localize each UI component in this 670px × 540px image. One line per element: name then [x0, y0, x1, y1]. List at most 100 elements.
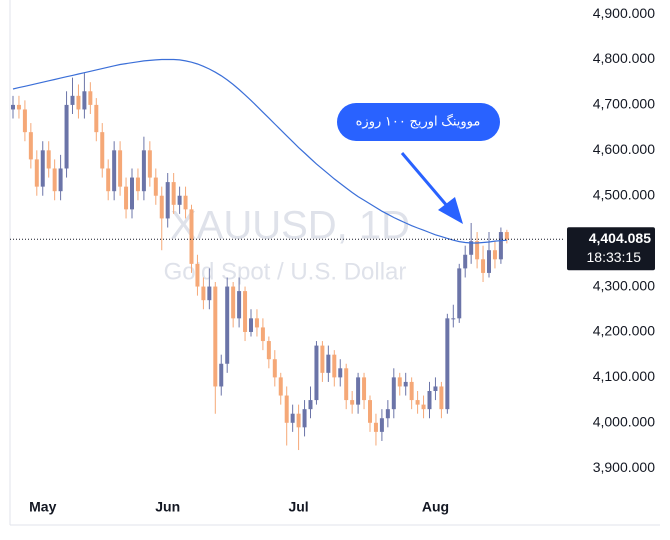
- candle-body: [409, 381, 414, 401]
- candle-body: [439, 386, 444, 410]
- y-tick-label: 3,900.000: [593, 459, 655, 475]
- candle-body: [415, 400, 420, 405]
- candle-body: [498, 232, 503, 260]
- candle-body: [201, 286, 206, 301]
- candle-body: [100, 132, 105, 169]
- candle-body: [427, 391, 432, 410]
- candle-body: [70, 95, 75, 105]
- candle-body: [356, 377, 361, 405]
- candle-body: [189, 209, 194, 264]
- candle-body: [350, 400, 355, 405]
- candle-body: [40, 150, 45, 187]
- candle-body: [445, 318, 450, 410]
- candle-body: [338, 368, 343, 378]
- candle-body: [296, 413, 301, 428]
- candle-body: [28, 132, 33, 160]
- candle-body: [391, 377, 396, 410]
- candle-body: [332, 354, 337, 378]
- annotation-arrow-head: [438, 197, 463, 224]
- candle-body: [457, 268, 462, 319]
- y-tick-label: 4,700.000: [593, 96, 655, 112]
- candle-body: [278, 377, 283, 396]
- candle-body: [302, 409, 307, 428]
- candle-body: [177, 195, 182, 205]
- candle-body: [451, 318, 456, 320]
- y-tick-label: 4,300.000: [593, 277, 655, 293]
- annotation: مووینگ اوریج ۱۰۰ روزه: [337, 103, 500, 224]
- y-tick-label: 4,800.000: [593, 50, 655, 66]
- candle-body: [326, 354, 331, 373]
- candle-body: [82, 91, 87, 110]
- candle-body: [284, 395, 289, 423]
- x-tick-label: Jul: [288, 499, 308, 515]
- candle-body: [433, 386, 438, 392]
- candle-body: [231, 286, 236, 319]
- candle-body: [492, 250, 497, 260]
- candle-body: [147, 150, 152, 178]
- candle-body: [320, 345, 325, 373]
- candle-body: [379, 418, 384, 432]
- y-tick-label: 4,600.000: [593, 141, 655, 157]
- candle-body: [76, 95, 81, 110]
- candle-body: [308, 400, 313, 410]
- candle-body: [11, 104, 15, 110]
- candle-body: [225, 286, 230, 364]
- candle-body: [118, 150, 123, 187]
- x-tick-label: Jun: [155, 499, 180, 515]
- candle-body: [34, 159, 39, 187]
- candle-body: [266, 341, 271, 360]
- candle-body: [469, 241, 474, 255]
- candle-body: [504, 232, 509, 240]
- candle-body: [463, 254, 468, 269]
- y-tick-label: 4,100.000: [593, 368, 655, 384]
- candle-body: [314, 345, 319, 401]
- candle-body: [195, 263, 200, 287]
- moving-average-line: [12, 58, 507, 244]
- candle-body: [52, 168, 57, 192]
- candle-body: [475, 241, 480, 260]
- y-tick-label: 4,900.000: [593, 5, 655, 21]
- candle-body: [94, 104, 99, 133]
- candle-body: [88, 91, 93, 105]
- candle-body: [124, 186, 129, 210]
- watermark-subtitle: Gold Spot / U.S. Dollar: [164, 258, 407, 285]
- annotation-text: مووینگ اوریج ۱۰۰ روزه: [356, 113, 481, 129]
- countdown: 18:33:15: [587, 249, 642, 265]
- candle-body: [385, 409, 390, 419]
- annotation-bubble: [337, 103, 500, 141]
- candle-body: [260, 327, 265, 342]
- candle-body: [135, 177, 140, 192]
- y-tick-label: 4,200.000: [593, 323, 655, 339]
- candle-body: [362, 377, 367, 401]
- candle-body: [106, 168, 111, 192]
- candle-body: [254, 318, 259, 328]
- y-tick-label: 4,000.000: [593, 413, 655, 429]
- candle-body: [153, 177, 158, 196]
- candle-body: [58, 168, 63, 192]
- candle-body: [183, 195, 188, 210]
- candle-body: [112, 150, 117, 192]
- last-price-label: 4,404.085: [589, 230, 651, 246]
- candle-body: [368, 400, 372, 423]
- plot-area: [11, 58, 509, 451]
- candle-body: [344, 368, 349, 401]
- y-tick-label: 4,500.000: [593, 186, 655, 202]
- candle-body: [207, 286, 212, 301]
- last-price-box: [567, 227, 655, 271]
- candle-body: [249, 318, 253, 332]
- candle-body: [481, 259, 486, 273]
- candle-body: [171, 182, 176, 205]
- candle-body: [272, 359, 277, 378]
- candle-body: [165, 182, 170, 219]
- candle-body: [397, 377, 402, 387]
- candle-body: [373, 422, 378, 432]
- candle-body: [141, 150, 146, 192]
- candle-body: [46, 150, 51, 169]
- candle-body: [243, 291, 248, 332]
- annotation-arrow: [400, 152, 450, 208]
- candle-body: [159, 195, 164, 219]
- candle-body: [130, 177, 134, 210]
- x-tick-label: May: [29, 499, 56, 515]
